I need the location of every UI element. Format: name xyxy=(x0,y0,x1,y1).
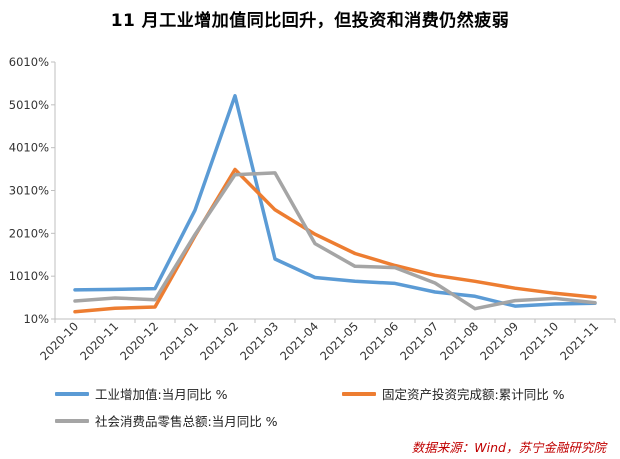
legend-swatch-retail xyxy=(55,418,89,423)
y-tick-labels: 10% 1010% 2010% 3010% 4010% 5010% 6010% xyxy=(9,55,49,326)
y-tick-label: 6010% xyxy=(9,55,49,69)
y-tick-label: 1010% xyxy=(9,269,49,283)
legend-swatch-industrial xyxy=(55,391,89,396)
x-tick-label: 2021-11 xyxy=(557,319,601,363)
axes xyxy=(51,61,616,323)
x-tick-label: 2021-09 xyxy=(477,319,521,363)
x-tick-label: 2021-06 xyxy=(357,319,401,363)
x-tick-label: 2021-07 xyxy=(397,319,441,363)
y-tick-label: 4010% xyxy=(9,141,49,155)
series-line-retail xyxy=(73,171,597,311)
x-tick-label: 2021-05 xyxy=(317,319,361,363)
legend-item-retail: 社会消费品零售总额:当月同比 % xyxy=(55,411,278,430)
y-tick-label: 2010% xyxy=(9,226,49,240)
legend-item-investment: 固定资产投资完成额:累计同比 % xyxy=(342,384,565,403)
x-tick-label: 2021-01 xyxy=(157,319,201,363)
x-tick-label: 2021-08 xyxy=(437,319,481,363)
chart-title: 11 月工业增加值同比回升，但投资和消费仍然疲弱 xyxy=(110,11,510,31)
x-tick-labels: 2020-102020-112020-122021-012021-022021-… xyxy=(37,319,601,363)
series-line-investment xyxy=(73,167,597,314)
x-tick-label: 2021-10 xyxy=(517,319,561,363)
x-tick-label: 2021-04 xyxy=(277,319,321,363)
legend-label-retail: 社会消费品零售总额:当月同比 % xyxy=(95,414,278,429)
legend-item-industrial: 工业增加值:当月同比 % xyxy=(55,384,228,403)
x-tick-label: 2021-02 xyxy=(197,319,241,363)
legend-label-investment: 固定资产投资完成额:累计同比 % xyxy=(382,387,565,402)
y-tick-label: 5010% xyxy=(9,98,49,112)
y-tick-label: 10% xyxy=(23,312,49,326)
x-tick-label: 2020-11 xyxy=(77,319,121,363)
x-tick-label: 2020-12 xyxy=(117,319,161,363)
legend-label-industrial: 工业增加值:当月同比 % xyxy=(95,387,228,402)
series-line-industrial xyxy=(73,94,597,308)
series-lines xyxy=(73,94,597,314)
source-note: 数据来源：Wind，苏宁金融研究院 xyxy=(411,440,606,455)
y-tick-label: 3010% xyxy=(9,184,49,198)
x-tick-label: 2021-03 xyxy=(237,319,281,363)
legend-swatch-investment xyxy=(342,391,376,396)
